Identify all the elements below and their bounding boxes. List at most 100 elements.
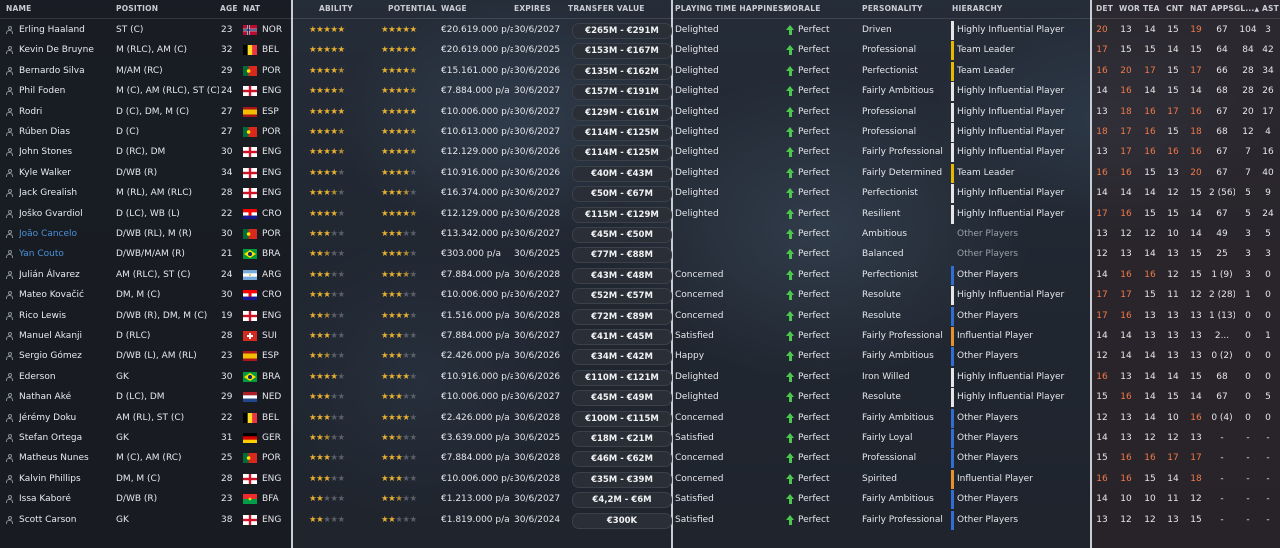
- header-nat[interactable]: NAT: [243, 4, 261, 13]
- player-name[interactable]: Mateo Kovačić: [19, 290, 84, 301]
- player-name[interactable]: Erling Haaland: [19, 25, 85, 35]
- player-name[interactable]: Joško Gvardiol: [19, 208, 83, 219]
- table-row[interactable]: Issa Kaboré D/WB (R) 23 BFA ★★★★★ ★★★★★ …: [0, 489, 1280, 510]
- header-wage[interactable]: WAGE: [441, 4, 467, 13]
- player-personality: Fairly Ambitious: [862, 351, 934, 362]
- player-name[interactable]: Rico Lewis: [19, 310, 67, 321]
- player-name[interactable]: Sergio Gómez: [19, 351, 82, 362]
- header-apps[interactable]: APPS: [1211, 4, 1234, 13]
- table-row[interactable]: Yan Couto D/WB/M/AM (R) 21 BRA ★★★★★ ★★★…: [0, 244, 1280, 264]
- player-personality: Perfectionist: [862, 65, 918, 76]
- player-name[interactable]: Issa Kaboré: [19, 494, 71, 505]
- table-row[interactable]: João Cancelo D/WB (RL), M (R) 30 POR ★★★…: [0, 224, 1280, 244]
- player-nationality: ENG: [262, 310, 282, 321]
- player-age: 28: [221, 188, 233, 199]
- header-expires[interactable]: EXPIRES: [514, 4, 551, 13]
- table-row[interactable]: Kevin De Bruyne M (RLC), AM (C) 32 BEL ★…: [0, 40, 1280, 61]
- attr-natural-fitness: 16: [1190, 106, 1202, 117]
- player-name[interactable]: Kyle Walker: [19, 167, 71, 178]
- player-name[interactable]: Kevin De Bruyne: [19, 45, 94, 56]
- table-row[interactable]: Phil Foden M (C), AM (RLC), ST (C) 24 EN…: [0, 81, 1280, 102]
- transfer-value-badge: €35M - €39M: [572, 471, 672, 488]
- header-playing-time-happiness[interactable]: PLAYING TIME HAPPINESS: [675, 4, 789, 13]
- flag-icon: [243, 127, 257, 137]
- player-name[interactable]: Phil Foden: [19, 86, 66, 97]
- table-row[interactable]: Jack Grealish M (RL), AM (RLC) 28 ENG ★★…: [0, 183, 1280, 204]
- player-name[interactable]: Scott Carson: [19, 514, 77, 525]
- table-row[interactable]: Rúben Dias D (C) 27 POR ★★★★★ ★★★★★ €10.…: [0, 122, 1280, 142]
- table-row[interactable]: Matheus Nunes M (C), AM (RC) 25 POR ★★★★…: [0, 448, 1280, 469]
- table-row[interactable]: John Stones D (RC), DM 30 ENG ★★★★★ ★★★★…: [0, 142, 1280, 163]
- transfer-value-badge: €77M - €88M: [572, 247, 672, 264]
- table-row[interactable]: Stefan Ortega GK 31 GER ★★★★★ ★★★★★ €3.6…: [0, 428, 1280, 448]
- player-position: DM, M (C): [116, 290, 161, 301]
- table-row[interactable]: Julián Álvarez AM (RLC), ST (C) 24 ARG ★…: [0, 265, 1280, 285]
- header-transfer-value[interactable]: TRANSFER VALUE: [568, 4, 645, 13]
- table-row[interactable]: Bernardo Silva M/AM (RC) 29 POR ★★★★★ ★★…: [0, 61, 1280, 81]
- player-name[interactable]: Yan Couto: [19, 249, 64, 260]
- player-name[interactable]: Nathan Aké: [19, 392, 72, 403]
- table-row[interactable]: Erling Haaland ST (C) 23 NOR ★★★★★ ★★★★★…: [0, 20, 1280, 40]
- player-name[interactable]: Ederson: [19, 371, 56, 382]
- attr-work-rate: 12: [1120, 229, 1132, 239]
- table-row[interactable]: Manuel Akanji D (RLC) 28 SUI ★★★★★ ★★★★★…: [0, 326, 1280, 346]
- table-row[interactable]: Ederson GK 30 BRA ★★★★★ ★★★★★ €10.916.00…: [0, 367, 1280, 387]
- player-name[interactable]: Kalvin Phillips: [19, 473, 81, 484]
- attr-work-rate: 17: [1120, 290, 1132, 301]
- column-divider[interactable]: [1090, 0, 1092, 548]
- transfer-value-badge: €110M - €121M: [572, 369, 672, 386]
- header-det[interactable]: DET: [1096, 4, 1114, 13]
- attr-natural-fitness: 14: [1190, 229, 1202, 239]
- header-nat-attr[interactable]: NAT: [1190, 4, 1208, 13]
- player-name[interactable]: João Cancelo: [19, 229, 78, 239]
- table-row[interactable]: Scott Carson GK 38 ENG ★★★★★ ★★★★★ €1.81…: [0, 510, 1280, 530]
- attr-work-rate: 13: [1120, 249, 1132, 260]
- player-name[interactable]: Julián Álvarez: [19, 269, 80, 280]
- table-row[interactable]: Rodri D (C), DM, M (C) 27 ESP ★★★★★ ★★★★…: [0, 102, 1280, 122]
- header-cnt[interactable]: CNT: [1166, 4, 1184, 13]
- header-position[interactable]: POSITION: [116, 4, 159, 13]
- player-name[interactable]: Rodri: [19, 106, 43, 117]
- column-divider[interactable]: [291, 0, 293, 548]
- stat-appearances: 0 (4): [1211, 412, 1233, 423]
- header-ast[interactable]: AST: [1262, 4, 1279, 13]
- header-ability[interactable]: ABILITY: [319, 4, 353, 13]
- header-age[interactable]: AGE: [220, 4, 238, 13]
- player-hierarchy: Other Players: [957, 249, 1019, 260]
- header-wor[interactable]: WOR: [1119, 4, 1141, 13]
- player-morale: Perfect: [798, 229, 830, 239]
- stat-appearances: -: [1220, 453, 1224, 464]
- flag-icon: [243, 86, 257, 97]
- table-row[interactable]: Joško Gvardiol D (LC), WB (L) 22 CRO ★★★…: [0, 204, 1280, 224]
- player-name[interactable]: Rúben Dias: [19, 127, 71, 137]
- table-row[interactable]: Sergio Gómez D/WB (L), AM (RL) 23 ESP ★★…: [0, 346, 1280, 367]
- table-row[interactable]: Nathan Aké D (LC), DM 29 NED ★★★★★ ★★★★★…: [0, 387, 1280, 408]
- person-icon: [6, 66, 13, 75]
- attr-determination: 16: [1096, 371, 1108, 382]
- header-morale[interactable]: MORALE: [784, 4, 821, 13]
- header-potential[interactable]: POTENTIAL: [388, 4, 437, 13]
- player-name[interactable]: Manuel Akanji: [19, 331, 83, 341]
- attr-work-rate: 17: [1120, 127, 1132, 137]
- column-divider[interactable]: [671, 0, 673, 548]
- header-hierarchy[interactable]: HIERARCHY: [952, 4, 1003, 13]
- header-name[interactable]: NAME: [6, 4, 32, 13]
- player-name[interactable]: John Stones: [19, 147, 73, 158]
- header-personality[interactable]: PERSONALITY: [862, 4, 923, 13]
- header-tea[interactable]: TEA: [1143, 4, 1160, 13]
- table-row[interactable]: Mateo Kovačić DM, M (C) 30 CRO ★★★★★ ★★★…: [0, 285, 1280, 306]
- player-name[interactable]: Jérémy Doku: [19, 412, 77, 423]
- player-name[interactable]: Bernardo Silva: [19, 65, 85, 76]
- player-name[interactable]: Stefan Ortega: [19, 433, 83, 443]
- morale-up-arrow-icon: [786, 392, 794, 403]
- table-row[interactable]: Jérémy Doku AM (RL), ST (C) 22 BEL ★★★★★…: [0, 408, 1280, 428]
- morale-up-arrow-icon: [786, 25, 794, 35]
- table-row[interactable]: Kalvin Phillips DM, M (C) 28 ENG ★★★★★ ★…: [0, 469, 1280, 489]
- table-row[interactable]: Rico Lewis D/WB (R), DM, M (C) 19 ENG ★★…: [0, 306, 1280, 326]
- player-name[interactable]: Matheus Nunes: [19, 453, 89, 464]
- attr-teamwork: 13: [1144, 310, 1156, 321]
- ability-stars-icon: ★★★★★: [309, 514, 345, 525]
- table-row[interactable]: Kyle Walker D/WB (R) 34 ENG ★★★★★ ★★★★★ …: [0, 163, 1280, 183]
- header-goals[interactable]: GL...▲: [1234, 0, 1259, 18]
- player-name[interactable]: Jack Grealish: [19, 188, 78, 199]
